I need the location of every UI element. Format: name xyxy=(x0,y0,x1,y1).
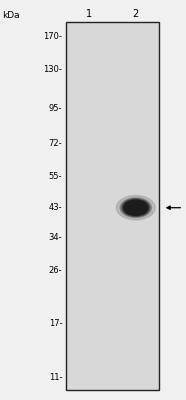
Text: 2: 2 xyxy=(133,9,139,19)
Text: 130-: 130- xyxy=(44,65,62,74)
Text: 95-: 95- xyxy=(49,104,62,113)
Text: 55-: 55- xyxy=(49,172,62,182)
Text: 34-: 34- xyxy=(49,232,62,242)
Text: 72-: 72- xyxy=(49,139,62,148)
Text: 1: 1 xyxy=(86,9,92,19)
Text: 43-: 43- xyxy=(49,203,62,212)
Ellipse shape xyxy=(122,199,150,216)
Text: 26-: 26- xyxy=(49,266,62,275)
Ellipse shape xyxy=(116,196,155,220)
Text: 170-: 170- xyxy=(44,32,62,40)
Text: kDa: kDa xyxy=(2,11,20,20)
Bar xyxy=(66,22,159,390)
Ellipse shape xyxy=(120,198,152,218)
Ellipse shape xyxy=(124,200,148,215)
Text: 17-: 17- xyxy=(49,319,62,328)
Text: 11-: 11- xyxy=(49,374,62,382)
